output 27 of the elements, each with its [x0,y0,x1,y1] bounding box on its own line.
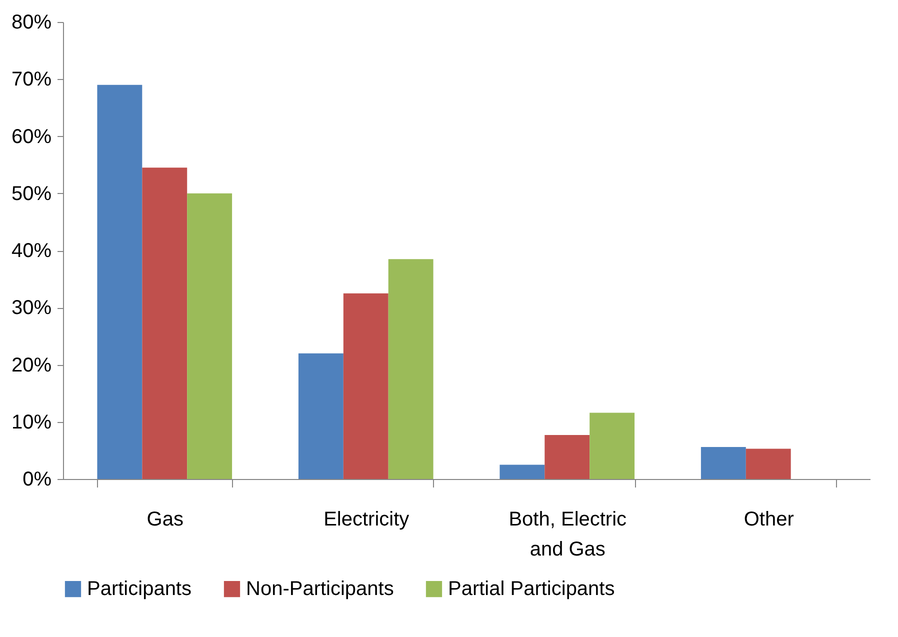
bar [142,168,188,479]
bar [500,464,545,479]
legend-label: Partial Participants [448,578,615,600]
y-tick-label: 20% [11,354,52,376]
bar [97,84,142,479]
bar [700,447,746,479]
y-tick-label: 30% [11,297,52,320]
y-tick-label: 50% [11,182,52,205]
y-tick-label: 70% [11,68,52,91]
y-tick-label: 80% [11,12,52,34]
y-tick-label: 10% [11,411,52,434]
bar [590,412,635,479]
x-tick-label: Gas [146,508,184,530]
bar [343,293,388,479]
x-tick-label: Electricity [324,508,410,530]
legend-label: Non-Participants [246,578,394,600]
y-tick-label: 60% [11,126,52,148]
bar [388,259,434,479]
bar [187,193,232,479]
bar [298,353,344,479]
y-tick-label: 40% [11,240,52,262]
bar [746,448,791,479]
bar [544,435,590,479]
x-tick-label: Both, Electric and Gas [508,508,627,560]
y-tick-label: 0% [22,468,52,490]
x-tick-label: Other [744,508,794,530]
legend-label: Participants [87,578,192,600]
